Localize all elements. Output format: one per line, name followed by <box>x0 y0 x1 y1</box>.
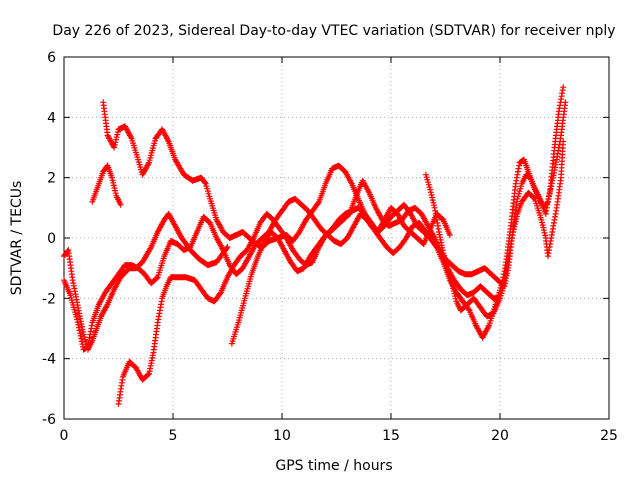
satellite-track-g <box>422 138 567 320</box>
gridlines <box>64 57 609 419</box>
y-tick-label: 0 <box>47 231 56 247</box>
y-tick-label: 4 <box>47 110 56 126</box>
x-tick-label: 10 <box>273 428 291 444</box>
y-tick-label: -2 <box>42 291 56 307</box>
chart-title: Day 226 of 2023, Sidereal Day-to-day VTE… <box>52 23 615 39</box>
y-tick-label: -4 <box>42 352 56 368</box>
y-tick-label: 2 <box>47 171 56 187</box>
x-tick-label: 5 <box>169 428 178 444</box>
axis-ticks: 0 5 10 15 20 25 -6 -4 -2 0 2 4 6 <box>42 50 618 444</box>
y-tick-label: -6 <box>42 412 56 428</box>
x-tick-label: 0 <box>60 428 69 444</box>
plus-markers <box>228 177 508 347</box>
plus-markers <box>89 162 124 208</box>
x-tick-label: 20 <box>491 428 509 444</box>
satellite-track-e <box>61 99 569 353</box>
x-tick-label: 25 <box>600 428 618 444</box>
satellite-track-f <box>228 177 508 347</box>
y-tick-label: 6 <box>47 50 56 66</box>
plus-markers <box>422 138 567 320</box>
x-axis-label: GPS time / hours <box>275 458 392 474</box>
plus-markers <box>61 99 569 353</box>
data-series <box>61 84 569 407</box>
satellite-track-a <box>61 210 231 353</box>
plus-markers <box>61 210 231 353</box>
y-axis-label: SDTVAR / TECUs <box>9 181 25 296</box>
x-tick-label: 15 <box>382 428 400 444</box>
satellite-track-b <box>89 162 124 208</box>
